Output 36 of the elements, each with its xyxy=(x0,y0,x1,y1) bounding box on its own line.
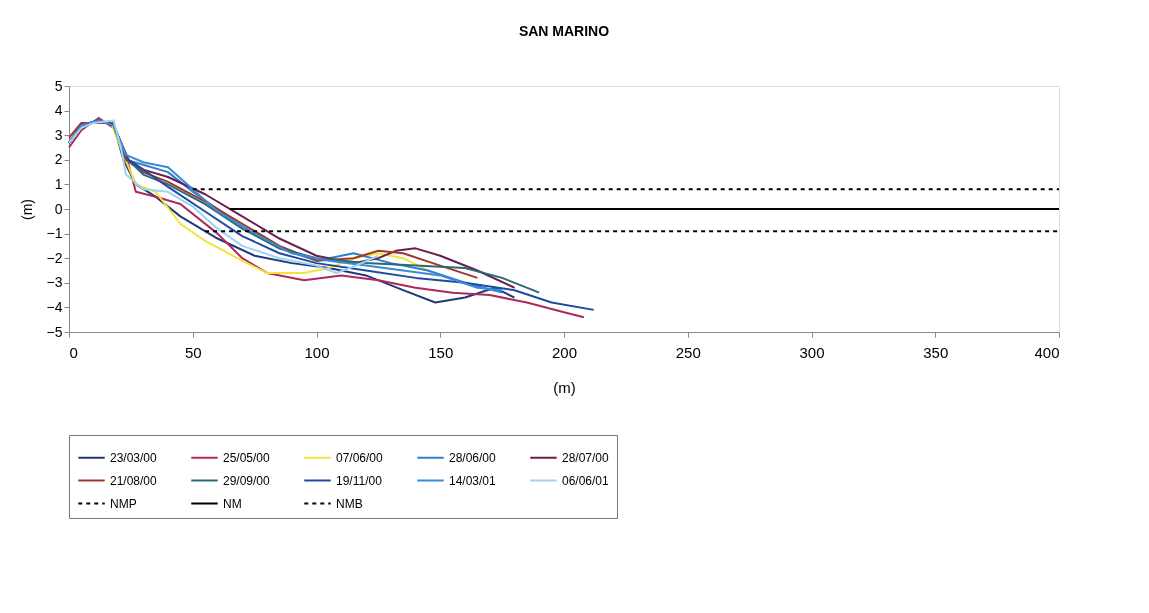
x-tick-label: 0 xyxy=(69,343,78,361)
x-tick-label: 150 xyxy=(428,343,454,361)
legend-label: NMB xyxy=(336,496,363,511)
legend-label: NM xyxy=(223,496,242,511)
x-tick-label: 50 xyxy=(184,343,202,361)
y-tick-label: −2 xyxy=(46,249,63,266)
y-tick-label: 3 xyxy=(54,126,63,143)
x-axis-title: (m) xyxy=(553,378,576,396)
y-tick-label: −3 xyxy=(46,274,63,291)
x-tick-label: 100 xyxy=(304,343,330,361)
chart-title: SAN MARINO xyxy=(518,23,610,39)
x-tick-label: 250 xyxy=(675,343,701,361)
legend-label: 25/05/00 xyxy=(223,450,271,465)
y-tick-label: 1 xyxy=(54,175,63,192)
legend-label: 28/07/00 xyxy=(562,450,610,465)
legend-label: 28/06/00 xyxy=(449,450,497,465)
x-tick-label: 350 xyxy=(923,343,949,361)
y-tick-label: 4 xyxy=(54,102,63,119)
y-axis-title: (m) xyxy=(18,199,35,220)
y-tick-label: 5 xyxy=(54,77,63,94)
legend-label: 29/09/00 xyxy=(223,473,271,488)
legend-label: 21/08/00 xyxy=(110,473,158,488)
legend-label: 23/03/00 xyxy=(110,450,158,465)
legend-label: 14/03/01 xyxy=(449,473,497,488)
y-tick-label: 0 xyxy=(54,200,63,217)
y-tick-label: −1 xyxy=(46,225,63,242)
y-tick-label: 2 xyxy=(54,151,63,168)
y-tick-label: −5 xyxy=(46,323,63,340)
legend-label: 19/11/00 xyxy=(336,473,383,488)
legend-label: NMP xyxy=(110,496,137,511)
x-tick-label: 200 xyxy=(551,343,578,361)
x-tick-label: 400 xyxy=(1034,343,1060,361)
legend-label: 06/06/01 xyxy=(562,473,610,488)
y-tick-label: −4 xyxy=(46,298,63,315)
x-tick-label: 300 xyxy=(799,343,825,361)
legend-label: 07/06/00 xyxy=(336,450,384,465)
